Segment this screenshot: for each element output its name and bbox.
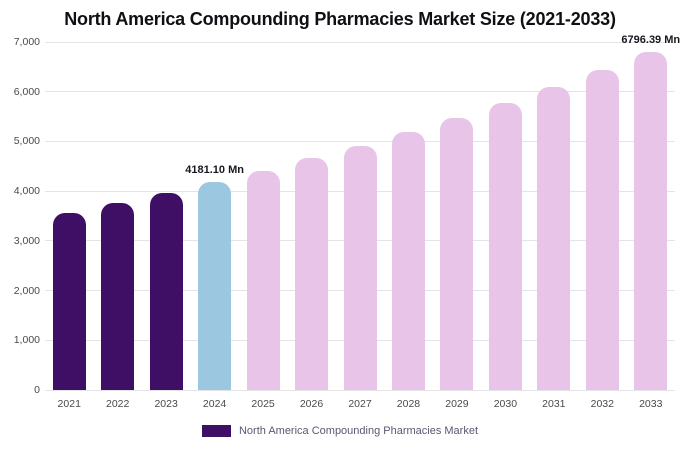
x-axis-label-2032: 2032 xyxy=(590,398,614,410)
x-axis-label-2028: 2028 xyxy=(396,398,421,410)
bar-2022[interactable] xyxy=(101,203,135,390)
bar-2027[interactable] xyxy=(343,145,377,390)
bar-2029[interactable] xyxy=(440,117,474,390)
x-axis-label-2025: 2025 xyxy=(251,398,275,410)
y-axis-label: 3,000 xyxy=(13,234,40,247)
y-axis-label: 6,000 xyxy=(13,85,40,98)
bar-2021[interactable] xyxy=(52,213,86,390)
gridline xyxy=(45,91,675,93)
legend-swatch xyxy=(201,425,231,437)
x-axis-label-2024: 2024 xyxy=(202,398,227,410)
x-axis-label-2030: 2030 xyxy=(493,398,518,410)
bar-2023[interactable] xyxy=(149,193,183,390)
data-label-2033: 6796.39 Mn xyxy=(621,34,680,47)
x-axis-label-2026: 2026 xyxy=(299,398,324,410)
plot-area: 4181.10 Mn 6796.39 Mn xyxy=(45,34,680,391)
y-axis-label: 4,000 xyxy=(13,185,40,198)
bar-2030[interactable] xyxy=(488,102,522,390)
y-axis-label: 0 xyxy=(34,384,40,396)
bar-2032[interactable] xyxy=(585,69,619,390)
bar-2031[interactable] xyxy=(537,86,571,390)
x-axis-label-2027: 2027 xyxy=(348,398,372,410)
bar-2033[interactable] xyxy=(634,52,668,390)
x-axis-label-2023: 2023 xyxy=(154,398,178,410)
chart-title: North America Compounding Pharmacies Mar… xyxy=(64,9,616,29)
bar-2024[interactable] xyxy=(198,182,232,390)
x-axis-label-2021: 2021 xyxy=(57,398,81,410)
data-label-2024: 4181.10 Mn xyxy=(185,164,244,177)
x-axis-label-2033: 2033 xyxy=(639,398,663,410)
x-axis-label-2031: 2031 xyxy=(542,398,566,410)
legend[interactable]: North America Compounding Pharmacies Mar… xyxy=(0,425,680,437)
gridline xyxy=(45,389,675,391)
bar-2028[interactable] xyxy=(391,132,425,390)
y-axis-label: 7,000 xyxy=(13,36,40,48)
gridline xyxy=(45,140,675,142)
y-axis-label: 5,000 xyxy=(13,135,40,148)
x-axis-label-2029: 2029 xyxy=(445,398,469,410)
gridline xyxy=(45,41,675,43)
bar-2026[interactable] xyxy=(295,158,329,390)
y-axis-label: 1,000 xyxy=(13,334,40,347)
y-axis-label: 2,000 xyxy=(13,284,40,297)
legend-label: North America Compounding Pharmacies Mar… xyxy=(238,425,479,437)
bar-2025[interactable] xyxy=(246,170,280,390)
x-axis-label-2022: 2022 xyxy=(106,398,130,410)
